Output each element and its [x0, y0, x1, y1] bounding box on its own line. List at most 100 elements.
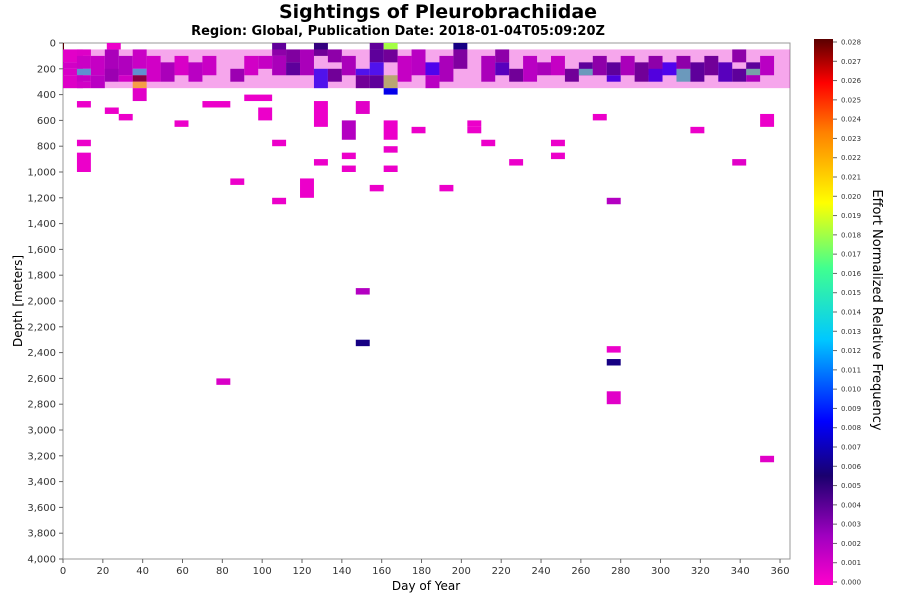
colorbar-tick-label: 0.012	[841, 347, 861, 355]
heatmap-cell	[355, 68, 370, 76]
heatmap-cell	[592, 55, 607, 76]
heatmap-cell	[509, 159, 524, 166]
heatmap-cell	[606, 75, 621, 82]
heatmap-cell	[300, 49, 314, 76]
heatmap-cell	[76, 68, 91, 76]
heatmap-cell	[313, 43, 328, 56]
heatmap-cell	[578, 68, 593, 76]
heatmap-cell	[369, 49, 384, 63]
heatmap-cell	[369, 62, 384, 76]
heatmap-cell	[648, 68, 663, 82]
heatmap-cell	[76, 75, 91, 82]
heatmap-cells	[63, 43, 790, 463]
colorbar	[814, 39, 833, 585]
heatmap-cell	[383, 75, 398, 89]
y-tick-label: 3,200	[27, 451, 56, 462]
colorbar-tick-label: 0.000	[841, 579, 861, 587]
heatmap-cell	[690, 126, 705, 134]
colorbar-tick-label: 0.014	[841, 309, 862, 317]
heatmap-cell	[606, 391, 621, 405]
y-tick-label: 2,400	[27, 348, 56, 359]
y-tick-label: 1,400	[27, 219, 56, 230]
heatmap-cell	[676, 55, 691, 69]
heatmap-cell	[467, 120, 482, 127]
heatmap-cell	[132, 88, 147, 102]
colorbar-tick-label: 0.020	[841, 193, 861, 201]
heatmap-cell	[383, 120, 398, 140]
x-tick-label: 100	[253, 566, 272, 577]
heatmap-cell	[509, 68, 524, 82]
heatmap-cell	[272, 139, 287, 147]
heatmap-cell	[383, 88, 398, 95]
heatmap-cell	[286, 62, 301, 76]
y-tick-label: 1,200	[27, 193, 56, 204]
heatmap-cell	[453, 43, 468, 50]
colorbar-tick-label: 0.004	[841, 501, 862, 509]
heatmap-cell	[564, 68, 579, 82]
y-axis-ticks: 0 200 400 600 800 1,000 1,200 1,400 1,600 1,800 2,…	[27, 39, 63, 566]
heatmap-cell	[286, 49, 301, 63]
heatmap-cell	[523, 55, 538, 82]
y-axis-label: Depth [meters]	[11, 255, 25, 347]
x-tick-label: 120	[292, 566, 311, 577]
heatmap-cell	[760, 55, 775, 76]
x-tick-label: 300	[651, 566, 670, 577]
heatmap-cell	[481, 139, 496, 147]
colorbar-tick-label: 0.024	[841, 116, 862, 124]
heatmap-cell	[397, 55, 412, 82]
heatmap-cell	[537, 62, 551, 76]
y-tick-label: 3,800	[27, 529, 56, 540]
chart-title: Sightings of Pleurobrachiidae	[279, 1, 597, 23]
heatmap-cell	[606, 346, 621, 353]
colorbar-tick-label: 0.002	[841, 540, 861, 548]
heatmap-cell	[550, 152, 565, 160]
x-tick-label: 40	[136, 566, 149, 577]
heatmap-cell	[606, 197, 621, 205]
x-tick-label: 80	[216, 566, 229, 577]
colorbar-tick-label: 0.010	[841, 386, 861, 394]
colorbar-tick-label: 0.011	[841, 366, 861, 374]
x-tick-label: 260	[571, 566, 590, 577]
heatmap-cell	[383, 49, 398, 63]
heatmap-cell	[341, 152, 356, 160]
heatmap-cell	[90, 55, 105, 76]
colorbar-tick-label: 0.026	[841, 77, 862, 85]
heatmap-cell	[369, 43, 384, 50]
y-tick-label: 1,600	[27, 245, 56, 256]
x-tick-label: 0	[60, 566, 66, 577]
heatmap-cell	[272, 55, 287, 76]
heatmap-cell	[76, 81, 91, 89]
heatmap-cell	[146, 55, 161, 82]
heatmap-cell	[732, 159, 747, 166]
heatmap-cell	[425, 62, 440, 76]
x-tick-label: 240	[531, 566, 550, 577]
heatmap-cell	[355, 339, 370, 347]
colorbar-tick-label: 0.007	[841, 444, 861, 452]
heatmap-cell	[90, 75, 105, 89]
plot-area	[62, 42, 791, 560]
y-tick-label: 3,600	[27, 503, 56, 514]
y-tick-label: 2,000	[27, 297, 56, 308]
heatmap-cell	[216, 378, 231, 385]
heatmap-cell	[76, 139, 91, 147]
heatmap-cell	[160, 62, 175, 82]
heatmap-cell	[313, 68, 328, 89]
heatmap-cell	[550, 55, 565, 76]
y-tick-label: 3,400	[27, 477, 56, 488]
heatmap-cell	[272, 43, 287, 56]
colorbar-ticks: 0.000 0.001 0.002 0.003 0.004 0.005 0.006 0.007…	[833, 39, 862, 587]
heatmap-cell	[313, 159, 328, 166]
y-tick-label: 400	[37, 90, 56, 101]
x-axis-ticks: 0 20 40 60 80 100 120 140 160 180 200 220 240 260 280 3…	[60, 559, 790, 577]
heatmap-cell	[341, 120, 356, 140]
heatmap-cell	[411, 126, 426, 134]
chart-subtitle: Region: Global, Publication Date: 2018-0…	[191, 24, 605, 39]
heatmap-cell	[383, 165, 398, 172]
heatmap-cell	[369, 75, 384, 89]
x-tick-label: 20	[96, 566, 109, 577]
heatmap-cell	[760, 455, 775, 463]
heatmap-cell	[132, 68, 147, 76]
heatmap-cell	[244, 94, 273, 102]
heatmap-cell	[606, 359, 621, 366]
